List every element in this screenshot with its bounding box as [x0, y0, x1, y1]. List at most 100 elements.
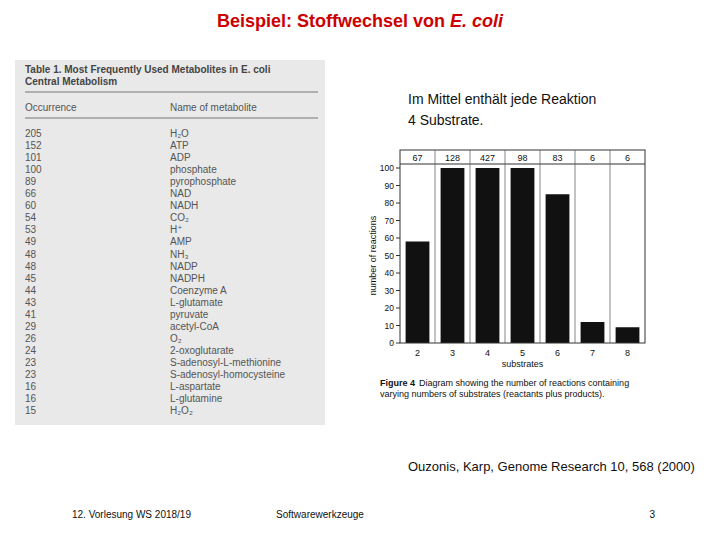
table-cell: NADP [170, 261, 198, 272]
bars [406, 168, 640, 343]
y-tick-label: 70 [385, 216, 395, 226]
caption-label: Figure 4 [380, 378, 415, 388]
title-italic: E. coli [450, 11, 504, 31]
y-axis-label: number of reactions [368, 215, 378, 295]
y-tick-label: 50 [385, 251, 395, 261]
table-cell: 16 [25, 381, 37, 392]
table-cell: AMP [170, 236, 192, 247]
y-tick [396, 273, 400, 274]
note-text: 4 Substrate. [408, 112, 484, 128]
table-cell: phosphate [170, 164, 217, 175]
x-tick-label: 6 [555, 348, 560, 358]
y-tick [396, 325, 400, 326]
table-cell: S-adenosyl-homocysteine [170, 369, 285, 380]
y-tick-label: 30 [385, 286, 395, 296]
table-cell: 89 [25, 176, 37, 187]
table-cell: 101 [25, 152, 42, 163]
figure-caption: varying numbers of substrates (reactants… [380, 389, 605, 399]
bar [546, 194, 570, 343]
table-cell: CO₂ [170, 212, 189, 223]
bar [476, 168, 500, 343]
table-cell: L-glutamate [170, 297, 223, 308]
y-tick [396, 238, 400, 239]
table-cell: L-glutamine [170, 393, 223, 404]
bar [406, 242, 430, 344]
table-cell: ADP [170, 152, 191, 163]
table-cell: 23 [25, 357, 37, 368]
column-separator [435, 150, 436, 343]
table-cell: H⁺ [170, 224, 183, 235]
table-cell: ATP [170, 140, 189, 151]
x-tick-label: 2 [415, 348, 420, 358]
table-cell: 54 [25, 212, 37, 223]
bar [441, 168, 465, 343]
column-separator [470, 150, 471, 343]
table-cell: NADH [170, 200, 198, 211]
table-cell: 2-oxoglutarate [170, 345, 234, 356]
table-cell: acetyl-CoA [170, 321, 219, 332]
table-cell: NAD [170, 188, 191, 199]
table-background [15, 60, 325, 425]
table-cell: 41 [25, 309, 37, 320]
y-tick-label: 10 [385, 321, 395, 331]
table-cell: 66 [25, 188, 37, 199]
bar [581, 322, 605, 343]
y-tick [396, 255, 400, 256]
y-tick-label: 90 [385, 181, 395, 191]
table-title: Central Metabolism [25, 76, 117, 87]
y-tick [396, 308, 400, 309]
table-cell: Coenzyme A [170, 285, 227, 296]
count-label: 67 [412, 153, 422, 163]
column-separator [610, 150, 611, 343]
y-tick [396, 203, 400, 204]
table-cell: 152 [25, 140, 42, 151]
footer-right: 3 [649, 509, 655, 520]
count-label: 6 [590, 153, 595, 163]
source-citation: Ouzonis, Karp, Genome Research 10, 568 (… [408, 459, 695, 474]
table-rule [25, 118, 318, 119]
column-separator [540, 150, 541, 343]
table-cell: 100 [25, 164, 42, 175]
table-cell: 16 [25, 393, 37, 404]
table-cell: 43 [25, 297, 37, 308]
x-tick-label: 7 [590, 348, 595, 358]
table-title: Table 1. Most Frequently Used Metabolite… [25, 64, 271, 75]
table-cell: 26 [25, 333, 37, 344]
count-label: 83 [552, 153, 562, 163]
table-cell: 48 [25, 261, 37, 272]
x-axis-label: substrates [502, 359, 544, 369]
caption-text: Diagram showing the number of reactions … [419, 378, 629, 388]
y-tick-label: 20 [385, 303, 395, 313]
y-tick-label: 100 [380, 163, 394, 173]
table-header: Name of metabolite [170, 102, 257, 113]
y-tick [396, 343, 400, 344]
table-cell: 23 [25, 369, 37, 380]
slide: Beispiel: Stoffwechsel vonE. coliTable 1… [0, 0, 720, 540]
bar [511, 168, 535, 343]
column-separator [505, 150, 506, 343]
table-cell: H₂O [170, 128, 189, 139]
x-tick-label: 5 [520, 348, 525, 358]
count-row-rule [400, 164, 645, 165]
table-cell: L-aspartate [170, 381, 221, 392]
table-cell: 53 [25, 224, 37, 235]
note-text: Im Mittel enthält jede Reaktion [408, 91, 596, 107]
table-cell: pyrophosphate [170, 176, 237, 187]
count-label: 6 [625, 153, 630, 163]
table-cell: 60 [25, 200, 37, 211]
table-cell: 49 [25, 236, 37, 247]
table-cell: pyruvate [170, 309, 209, 320]
y-tick [396, 220, 400, 221]
count-label: 128 [445, 153, 460, 163]
count-label: 98 [517, 153, 527, 163]
y-tick [396, 185, 400, 186]
column-separator [575, 150, 576, 343]
table-cell: 29 [25, 321, 37, 332]
y-tick-label: 60 [385, 233, 395, 243]
table-cell: NH₃ [170, 249, 189, 260]
y-tick [396, 168, 400, 169]
table-cell: NADPH [170, 273, 205, 284]
table-cell: H₂O₂ [170, 405, 193, 416]
table-cell: O₂ [170, 333, 182, 344]
x-tick-label: 4 [485, 348, 490, 358]
